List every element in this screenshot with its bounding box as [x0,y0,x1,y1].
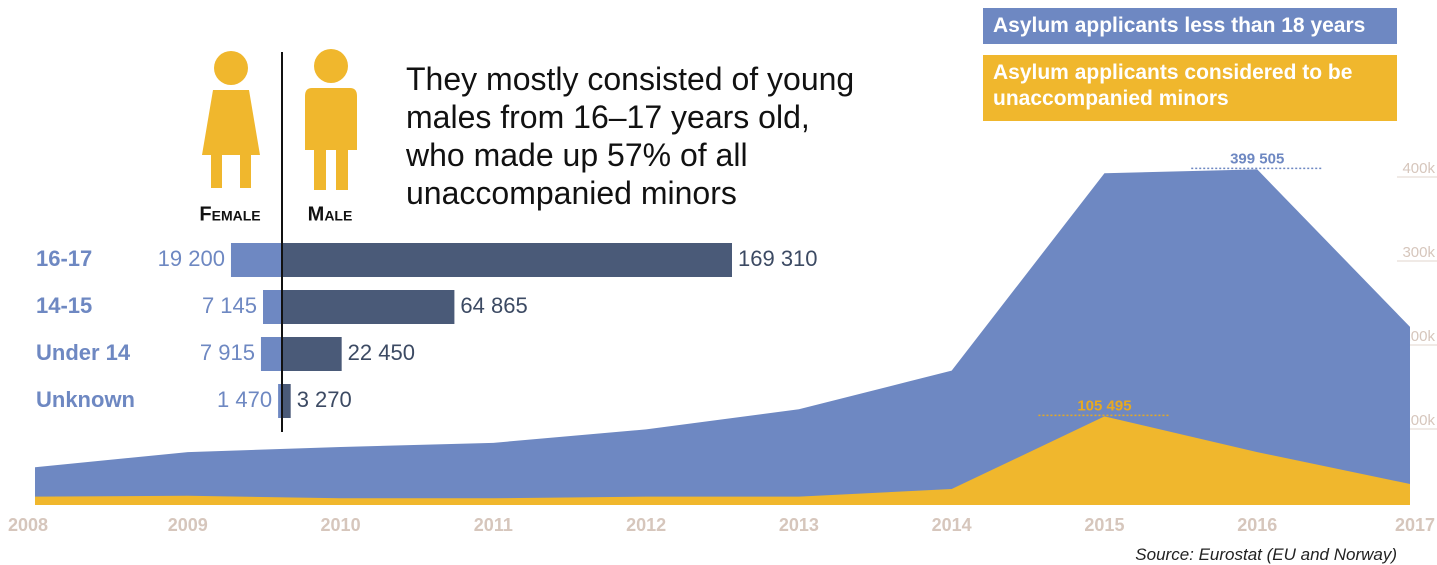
area [35,416,1410,505]
bar [263,290,282,324]
source: Source: Eurostat (EU and Norway) [1135,545,1397,564]
bar [282,337,342,371]
side-header: Male [308,203,353,225]
x-tick-label: 2013 [779,515,819,535]
data-label: 64 865 [460,293,527,318]
category-label: 14-15 [36,293,92,318]
data-label: 3 270 [297,387,352,412]
x-tick-label: 2014 [932,515,972,535]
legend-orange: Asylum applicants considered to be unacc… [983,55,1397,121]
x-tick-label: 2012 [626,515,666,535]
data-label: 169 310 [738,246,818,271]
x-tick-label: 2015 [1084,515,1124,535]
area [35,169,1410,505]
x-tick-label: 2017 [1395,515,1435,535]
legend-blue: Asylum applicants less than 18 years [983,8,1397,44]
x-tick-label: 2016 [1237,515,1277,535]
data-label: 7 145 [202,293,257,318]
y-tick-label: 100k [1402,412,1435,429]
annotation: They mostly consisted of young males fro… [406,61,855,211]
x-tick-label: 2011 [474,515,513,535]
data-label: 399 505 [1230,150,1284,167]
y-tick-label: 400k [1402,160,1435,177]
female-icon [202,51,260,188]
x-tick-label: 2009 [168,515,208,535]
data-label: 19 200 [158,246,225,271]
data-label: 1 470 [217,387,272,412]
data-label: 105 495 [1077,397,1131,414]
category-label: Under 14 [36,340,131,365]
male-icon [305,49,357,190]
legend-label: Asylum applicants less than 18 years [993,14,1366,37]
y-tick-label: 200k [1402,328,1435,345]
bar [260,337,282,371]
category-label: Unknown [36,387,135,412]
x-tick-label: 2010 [321,515,361,535]
side-header: Female [199,203,260,225]
bar [282,243,732,277]
bar [278,384,282,418]
bar [282,290,455,324]
data-label: 22 450 [348,340,415,365]
bar [230,243,282,277]
legend-label: Asylum applicants considered to be unacc… [993,61,1353,110]
bar [282,384,291,418]
x-tick-label: 2008 [8,515,48,535]
data-label: 7 915 [200,340,255,365]
category-label: 16-17 [36,246,92,271]
y-tick-label: 300k [1402,244,1435,261]
